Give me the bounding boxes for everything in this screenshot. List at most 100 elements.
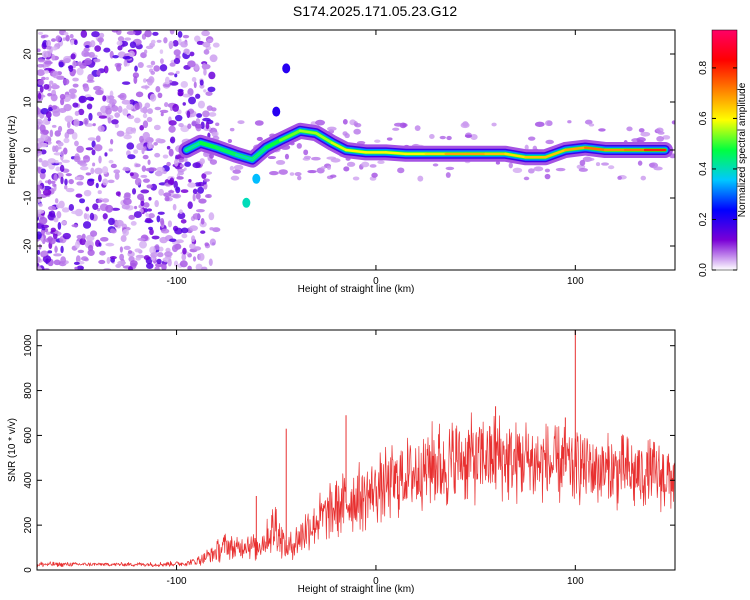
noise-speckle <box>284 153 290 160</box>
noise-speckle <box>311 156 321 161</box>
noise-speckle <box>39 171 46 180</box>
noise-speckle <box>142 178 150 183</box>
noise-speckle <box>98 259 106 265</box>
noise-speckle <box>598 128 606 132</box>
noise-speckle <box>187 60 196 68</box>
noise-speckle <box>85 147 94 151</box>
noise-speckle <box>73 118 80 127</box>
noise-speckle <box>432 163 439 167</box>
noise-speckle <box>51 105 58 110</box>
noise-speckle <box>60 98 65 106</box>
noise-speckle <box>53 173 58 182</box>
noise-speckle <box>371 172 378 178</box>
noise-speckle <box>76 234 83 240</box>
noise-speckle <box>37 125 40 130</box>
snr-frame <box>36 329 676 571</box>
noise-speckle <box>37 63 45 68</box>
colorbar-tick-label: 0.6 <box>698 111 709 125</box>
colorbar-tick-label: 0.8 <box>698 61 709 75</box>
noise-speckle <box>158 246 164 252</box>
noise-speckle <box>107 95 115 100</box>
noise-speckle <box>174 227 183 235</box>
noise-speckle <box>326 156 337 160</box>
noise-speckle <box>139 240 147 249</box>
noise-speckle <box>41 250 48 257</box>
colorbar-tick-label: 0.2 <box>698 212 709 226</box>
noise-speckle <box>94 144 103 152</box>
noise-speckle <box>198 198 207 204</box>
noise-speckle <box>353 128 361 135</box>
noise-speckle <box>191 120 197 127</box>
noise-speckle <box>179 164 185 168</box>
noise-speckle <box>160 217 165 226</box>
noise-speckle <box>37 249 41 256</box>
noise-speckle <box>122 55 132 60</box>
noise-speckle <box>84 57 92 66</box>
noise-speckle <box>81 233 86 240</box>
noise-speckle <box>105 204 114 213</box>
noise-speckle <box>96 70 101 76</box>
noise-speckle <box>182 93 191 98</box>
noise-speckle <box>112 55 119 59</box>
noise-speckle <box>584 119 593 125</box>
noise-speckle <box>142 78 147 83</box>
noise-speckle <box>429 134 435 140</box>
noise-speckle <box>134 102 140 111</box>
noise-speckle <box>139 135 144 143</box>
noise-speckle <box>64 184 68 190</box>
noise-speckle <box>133 30 142 36</box>
noise-speckle <box>143 146 147 152</box>
noise-speckle <box>173 260 179 267</box>
noise-speckle <box>315 119 326 126</box>
colorbar-label: Normalized spectral amplitude <box>737 82 748 217</box>
noise-speckle <box>183 48 190 54</box>
noise-speckle <box>417 175 424 182</box>
noise-speckle <box>578 167 588 172</box>
figure-title: S174.2025.171.05.23.G12 <box>293 3 457 19</box>
noise-speckle <box>126 30 136 35</box>
noise-speckle <box>187 123 192 129</box>
noise-speckle <box>256 136 263 142</box>
noise-speckle <box>115 191 121 197</box>
noise-speckle <box>192 213 201 220</box>
noise-speckle <box>637 160 643 166</box>
noise-speckle <box>177 30 183 38</box>
x-tick-label: 0 <box>373 576 379 587</box>
noise-speckle <box>125 126 135 135</box>
ridge-core-segment <box>564 146 587 152</box>
noise-speckle <box>533 166 544 172</box>
noise-speckle <box>72 102 79 108</box>
noise-speckle <box>83 212 88 220</box>
noise-speckle <box>209 238 217 246</box>
noise-speckle <box>52 183 57 187</box>
noise-speckle <box>95 182 99 189</box>
colorbar-tick-label: 0.4 <box>698 162 709 176</box>
noise-speckle <box>140 174 148 178</box>
noise-speckle <box>528 136 536 141</box>
noise-speckle <box>58 161 63 165</box>
noise-speckle <box>133 75 138 84</box>
noise-speckle <box>93 85 102 91</box>
noise-speckle <box>71 224 79 228</box>
noise-speckle <box>123 59 128 67</box>
noise-speckle <box>171 244 179 253</box>
noise-speckle <box>207 86 216 93</box>
noise-speckle <box>187 201 193 210</box>
noise-speckle <box>74 140 79 147</box>
noise-speckle <box>156 258 162 265</box>
y-tick-label: 10 <box>23 96 34 108</box>
noise-speckle <box>107 117 112 124</box>
noise-speckle <box>173 57 181 65</box>
noise-speckle <box>192 256 197 262</box>
noise-speckle <box>117 105 123 114</box>
noise-speckle <box>64 115 74 123</box>
noise-speckle <box>107 179 115 184</box>
noise-speckle <box>128 50 135 58</box>
x-tick-label: -100 <box>167 276 187 287</box>
noise-speckle <box>169 62 176 67</box>
noise-speckle <box>50 93 58 102</box>
noise-speckle <box>148 213 155 219</box>
noise-speckle <box>122 167 131 171</box>
noise-speckle <box>39 85 44 93</box>
noise-speckle <box>189 225 198 232</box>
